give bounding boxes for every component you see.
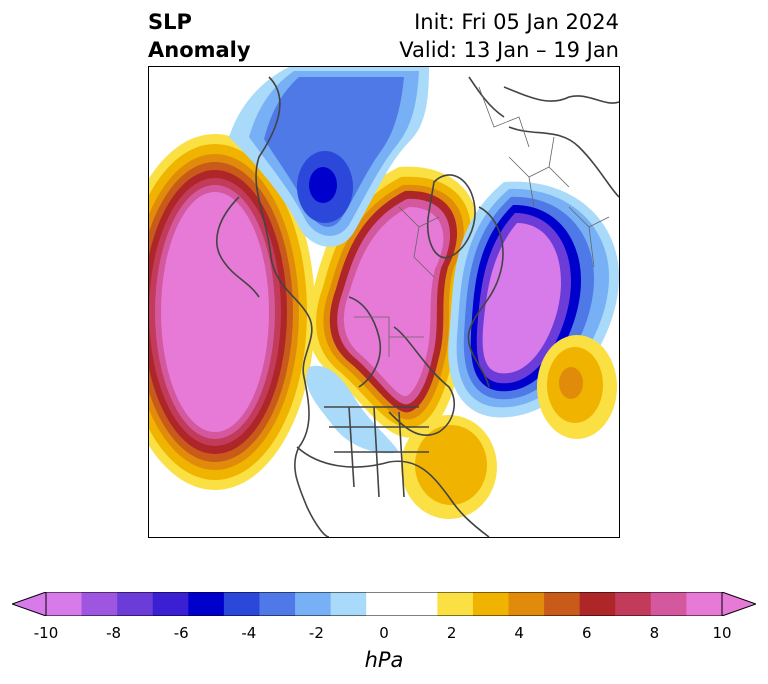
colorbar-bin: [117, 592, 154, 616]
init-date: Init: Fri 05 Jan 2024: [414, 10, 619, 34]
variable-subtitle: Anomaly: [148, 38, 251, 62]
colorbar-tick-label: 8: [649, 624, 660, 642]
colorbar-tick-label: 2: [446, 624, 457, 642]
chart-dates: Init: Fri 05 Jan 2024 Valid: 13 Jan – 19…: [399, 8, 619, 64]
west-atlantic-high-anomaly: [401, 415, 497, 519]
east-atlantic-high-anomaly: [537, 335, 617, 439]
colorbar-max-arrow: [721, 592, 756, 616]
chart-title: SLP Anomaly: [148, 8, 251, 64]
colorbar-tick-label: 6: [582, 624, 592, 642]
colorbar-tick-label: -8: [106, 624, 122, 642]
political-borders: [354, 86, 610, 357]
colorbar-bin: [615, 592, 652, 616]
colorbar-frame: [45, 592, 723, 616]
colorbar-bin: [579, 592, 616, 616]
colorbar: [12, 592, 756, 616]
colorbar-bin: [508, 592, 545, 616]
colorbar-tick-label: 10: [712, 624, 732, 642]
colorbar-tick-label: 0: [379, 624, 389, 642]
map-panel: [148, 66, 620, 538]
anomaly-map: [149, 67, 619, 537]
colorbar-bin: [81, 592, 118, 616]
colorbar-bin: [259, 592, 296, 616]
colorbar-bin: [650, 592, 687, 616]
colorbar-min-arrow: [12, 592, 47, 616]
colorbar-bin: [152, 592, 189, 616]
colorbar-bin: [366, 592, 403, 616]
colorbar-bin: [401, 592, 438, 616]
colorbar-tick-label: -4: [241, 624, 257, 642]
colorbar-tick-label: -2: [308, 624, 324, 642]
valid-range: Valid: 13 Jan – 19 Jan: [399, 38, 619, 62]
colorbar-bin: [544, 592, 581, 616]
variable-name: SLP: [148, 10, 192, 34]
pacific-high-anomaly: [149, 134, 315, 490]
colorbar-bin: [437, 592, 474, 616]
colorbar-tick-label: 4: [514, 624, 524, 642]
colorbar-bin: [188, 592, 225, 616]
colorbar-tick-label: -10: [33, 624, 59, 642]
colorbar-bin: [295, 592, 332, 616]
coastlines: [215, 76, 619, 537]
colorbar-bin: [472, 592, 510, 616]
colorbar-bin: [686, 592, 723, 616]
colorbar-tick-label: -6: [173, 624, 189, 642]
colorbar-bin: [46, 592, 83, 616]
colorbar-bin: [223, 592, 260, 616]
colorbar-units: hPa: [364, 648, 404, 672]
colorbar-bin: [330, 592, 367, 616]
